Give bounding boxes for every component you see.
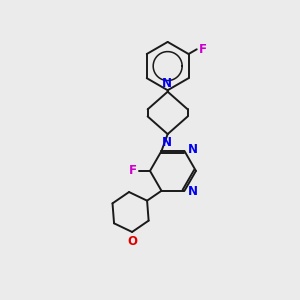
Text: F: F [199, 43, 207, 56]
Text: O: O [127, 235, 137, 248]
Text: N: N [162, 136, 172, 149]
Text: N: N [188, 143, 197, 156]
Text: F: F [129, 164, 137, 177]
Text: N: N [188, 185, 197, 199]
Text: N: N [162, 77, 172, 90]
